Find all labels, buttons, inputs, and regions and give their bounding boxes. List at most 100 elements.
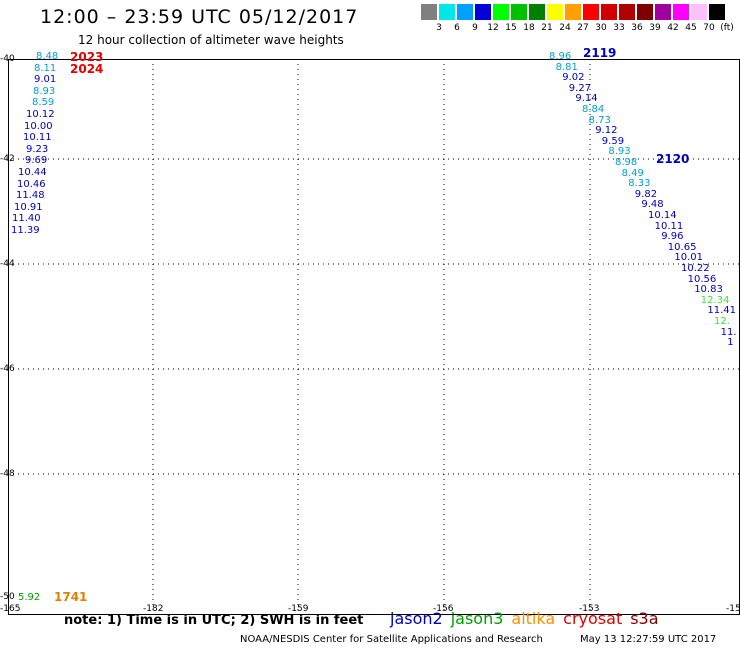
satellite-label: altika (511, 609, 556, 628)
wave-height-value: 11.39 (11, 225, 40, 236)
track-id-label: 2024 (70, 62, 104, 76)
y-tick-label: -40 (0, 54, 15, 64)
legend-swatch (583, 4, 599, 20)
legend-swatch (709, 4, 725, 20)
wave-height-value: 8.49 (621, 167, 644, 179)
x-tick-label: -153 (579, 604, 600, 614)
timestamp-text: May 13 12:27:59 UTC 2017 (580, 634, 717, 645)
wave-height-value: 12. (714, 316, 730, 327)
legend-swatch (619, 4, 635, 20)
wave-height-value: 8.11 (34, 62, 57, 74)
track-id-label: 2119 (583, 46, 617, 60)
wave-height-value: 10.46 (17, 178, 46, 190)
wave-height-value: 8.59 (32, 97, 55, 109)
map-plot-area (8, 59, 740, 615)
legend-label: 36 (631, 23, 643, 33)
y-tick-label: -42 (0, 154, 15, 164)
y-tick-label: -46 (0, 364, 15, 374)
legend-label: 21 (541, 23, 553, 33)
legend-label: 9 (472, 23, 478, 33)
legend-label: 24 (559, 23, 571, 33)
wave-height-value: 10.22 (681, 263, 710, 274)
y-tick-label: -44 (0, 259, 15, 269)
legend-label: 39 (649, 23, 661, 33)
wave-height-value: 8.33 (628, 178, 651, 190)
satellite-label: s3a (630, 609, 659, 628)
wave-height-value: 10.83 (694, 284, 723, 296)
wave-height-value: 9.01 (34, 74, 57, 86)
legend-label: 70 (703, 23, 715, 33)
wave-height-value: 10.44 (18, 167, 47, 178)
satellite-label: jason3 (450, 609, 504, 628)
wave-height-value: 12.34 (700, 294, 730, 306)
wave-height-value: 8.73 (588, 114, 611, 126)
legend-label: 45 (685, 23, 697, 33)
legend-swatch (421, 4, 437, 20)
page-subtitle: 12 hour collection of altimeter wave hei… (78, 33, 344, 47)
wave-height-value: 8.98 (615, 157, 638, 168)
wave-height-value: 1 (727, 337, 734, 349)
wave-height-value: 9.27 (568, 82, 592, 94)
legend-label: (ft) (720, 23, 734, 33)
satellite-label: jason2 (390, 609, 443, 628)
legend-swatch (529, 4, 545, 20)
wave-height-value: 9.96 (661, 231, 684, 243)
grid-lines (8, 59, 740, 615)
x-tick-label: -182 (143, 604, 164, 614)
wave-height-value: 8.93 (608, 146, 631, 158)
satellite-label: cryosat (563, 609, 623, 628)
wave-height-value: 9.82 (634, 188, 658, 200)
wave-height-value: 8.81 (555, 61, 578, 73)
wave-height-value: 9.48 (641, 199, 664, 211)
wave-height-value: 9.69 (25, 155, 48, 167)
wave-height-value: 11.48 (16, 190, 45, 202)
legend-swatch (565, 4, 581, 20)
legend-label: 3 (436, 23, 442, 33)
credit-text: NOAA/NESDIS Center for Satellite Applica… (240, 634, 543, 645)
wave-height-value: 8.96 (549, 51, 572, 62)
track-id-label: 2120 (656, 152, 690, 166)
y-tick-label: -48 (0, 469, 15, 479)
wave-height-value: 10.65 (667, 241, 697, 253)
legend-swatch (439, 4, 455, 20)
legend-label: 27 (577, 23, 589, 33)
legend-label: 6 (454, 23, 460, 33)
legend-swatch (493, 4, 509, 20)
wave-height-value: 5.92 (18, 592, 41, 603)
wave-height-value: 9.12 (595, 125, 618, 137)
wave-height-value: 10.01 (674, 252, 704, 264)
legend-swatch (547, 4, 563, 20)
x-tick-label: -165 (0, 604, 21, 614)
wave-height-value: 8.48 (36, 51, 59, 62)
legend-label: 42 (667, 23, 679, 33)
legend-swatch (637, 4, 653, 20)
wave-height-value: 9.59 (601, 135, 625, 147)
wave-height-value: 9.14 (575, 93, 598, 105)
legend-label: 18 (523, 23, 535, 33)
wave-height-value: 9.02 (562, 72, 585, 84)
legend-swatch (655, 4, 671, 20)
note-text: note: 1) Time is in UTC; 2) SWH is in fe… (64, 613, 364, 628)
legend-label: 30 (595, 23, 607, 33)
wave-height-value: 8.84 (582, 104, 605, 115)
x-tick-label: -159 (288, 604, 309, 614)
legend-swatch (457, 4, 473, 20)
legend-swatch (691, 4, 707, 20)
wave-height-value: 10.56 (687, 273, 717, 285)
legend-label: 12 (487, 23, 499, 33)
track-id-label: 2023 (70, 50, 104, 64)
wave-height-value: 10.12 (26, 109, 55, 120)
wave-height-value: 11. (720, 326, 737, 338)
x-tick-label: -150 (726, 604, 740, 614)
wave-height-value: 10.11 (23, 132, 52, 144)
wave-height-value: 8.93 (33, 85, 56, 97)
wave-height-value: 10.14 (648, 210, 677, 221)
track-id-label: 1741 (54, 590, 88, 604)
page-title: 12:00 – 23:59 UTC 05/12/2017 (40, 6, 359, 28)
wave-height-value: 10.91 (14, 201, 43, 213)
legend-swatch (601, 4, 617, 20)
wave-height-value: 11.40 (12, 213, 41, 225)
wave-height-value: 10.00 (24, 120, 53, 132)
legend-swatch (673, 4, 689, 20)
satellite-legend: jason2 jason3 altika cryosat s3a (390, 609, 667, 628)
